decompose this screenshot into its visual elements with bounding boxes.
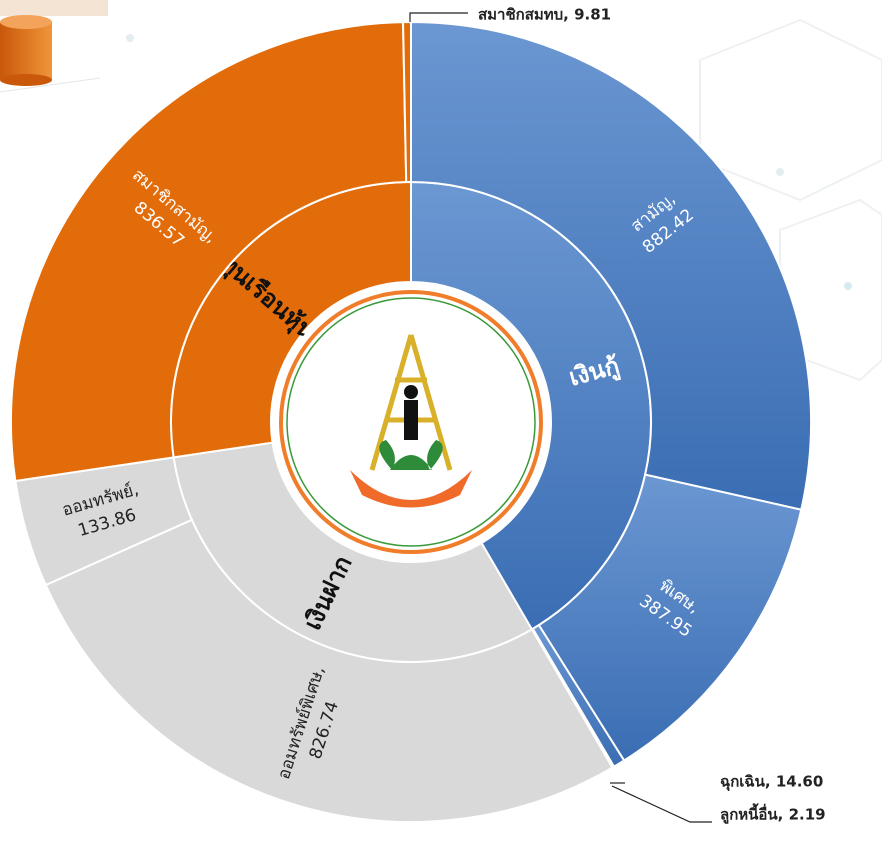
- callout-label: ฉุกเฉิน, 14.60: [720, 773, 823, 792]
- leader-line: [409, 12, 468, 22]
- leader-line: [611, 785, 712, 823]
- outer-arc: [44, 518, 614, 823]
- outer-arc: [410, 20, 812, 511]
- outer-arc: [10, 21, 408, 483]
- callout-label: สมาชิกสมทบ, 9.81: [478, 6, 611, 24]
- logo: [273, 284, 549, 560]
- sunburst: เงินกู้สามัญ,882.42พิเศษ,387.95ฉุกเฉิน, …: [10, 6, 826, 825]
- callout-label: ลูกหนี้อื่น, 2.19: [720, 803, 826, 825]
- background-chart-fragment: [0, 0, 108, 93]
- outer-arc: [402, 20, 412, 184]
